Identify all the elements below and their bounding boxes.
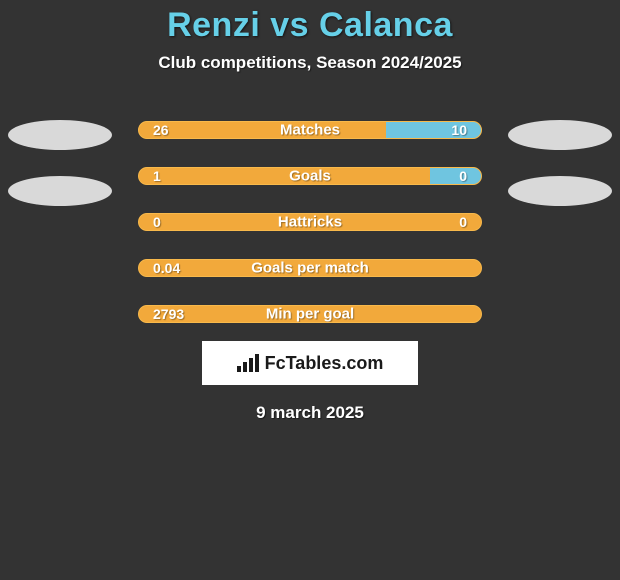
comparison-infographic: Renzi vs Calanca Club competitions, Seas… <box>0 0 620 580</box>
logo-text: FcTables.com <box>265 353 384 374</box>
bar-value-left: 0.04 <box>153 260 180 276</box>
page-title: Renzi vs Calanca <box>0 0 620 45</box>
chart-icon <box>237 354 259 372</box>
bar-row: Hattricks0 0 <box>138 213 482 231</box>
date-label: 9 march 2025 <box>0 403 620 423</box>
bar-label: Goals per match <box>139 260 481 277</box>
bars-area: Matches2610Goals10Hattricks00Goals per m… <box>0 121 620 323</box>
bar-value-right: 0 <box>459 168 467 184</box>
bar-row: Min per goal2793 <box>138 305 482 323</box>
bar-row: Goals1 0 <box>138 167 482 185</box>
bar-label: Goals <box>139 168 481 185</box>
bar-value-right: 10 <box>451 122 467 138</box>
bar-value-left: 1 <box>153 168 161 184</box>
bar-label: Min per goal <box>139 306 481 323</box>
subtitle: Club competitions, Season 2024/2025 <box>0 53 620 73</box>
bar-value-left: 2793 <box>153 306 184 322</box>
bar-value-right: 0 <box>459 214 467 230</box>
bar-row: Goals per match0.04 <box>138 259 482 277</box>
bar-value-left: 26 <box>153 122 169 138</box>
logo-box: FcTables.com <box>202 341 418 385</box>
bar-label: Hattricks <box>139 214 481 231</box>
bar-label: Matches <box>139 122 481 139</box>
bar-value-left: 0 <box>153 214 161 230</box>
bar-row: Matches26 10 <box>138 121 482 139</box>
